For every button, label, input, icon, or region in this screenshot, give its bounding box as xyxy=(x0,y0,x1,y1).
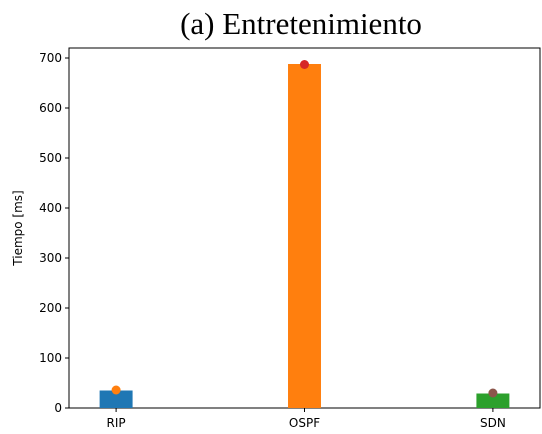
y-tick-label: 600 xyxy=(39,101,62,115)
bars xyxy=(99,64,510,408)
marker-ospf xyxy=(300,60,309,69)
markers xyxy=(111,60,498,398)
y-tick-label: 0 xyxy=(54,401,62,415)
x-tick-label: OSPF xyxy=(289,416,320,430)
ticks: 0 100 200 300 400 500 600 700 RIP OSPF SDN xyxy=(39,51,506,430)
marker-sdn xyxy=(488,388,498,398)
y-axis-label: Tiempo [ms] xyxy=(11,190,25,266)
x-tick-label: RIP xyxy=(107,416,126,430)
y-tick-label: 700 xyxy=(39,51,62,65)
y-tick-label: 300 xyxy=(39,251,62,265)
bar-sdn xyxy=(476,393,510,408)
bar-ospf xyxy=(288,64,321,408)
figure-caption: (a) Entretenimiento xyxy=(180,6,422,41)
y-tick-label: 500 xyxy=(39,151,62,165)
y-tick-label: 200 xyxy=(39,301,62,315)
bar-rip xyxy=(99,390,133,408)
x-tick-label: SDN xyxy=(480,416,506,430)
marker-rip xyxy=(111,385,121,395)
y-tick-label: 100 xyxy=(39,351,62,365)
y-tick-label: 400 xyxy=(39,201,62,215)
